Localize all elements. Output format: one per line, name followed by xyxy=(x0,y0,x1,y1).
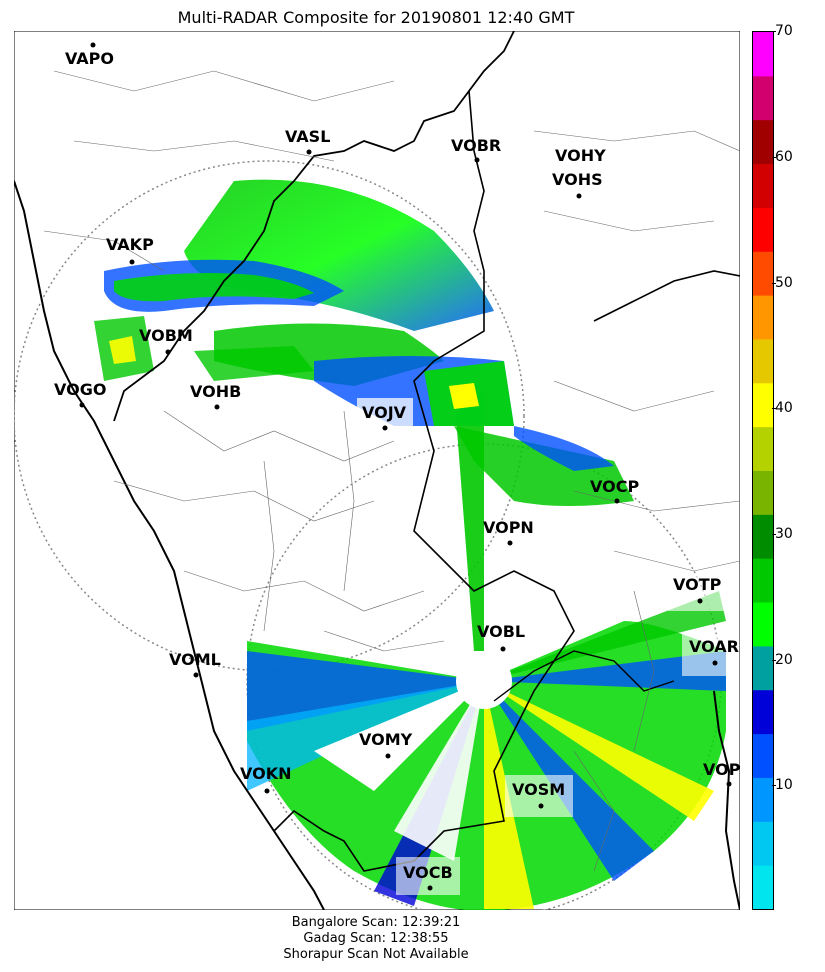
station-dot-VOHS xyxy=(576,193,582,199)
station-dot-VOSM xyxy=(538,803,544,809)
station-label-VOHY: VOHY xyxy=(555,146,606,165)
colorbar-tick: 50 xyxy=(772,275,793,291)
station-label-VASL: VASL xyxy=(285,127,330,146)
station-label-VOPC: VOPC xyxy=(703,760,740,779)
colorbar-swatch xyxy=(753,251,773,296)
station-dot-VOBL xyxy=(500,646,506,652)
bangalore-scan-time: Bangalore Scan: 12:39:21 xyxy=(291,915,461,930)
colorbar-swatch xyxy=(753,32,773,77)
station-highlight-VOAR xyxy=(682,634,732,676)
station-dot-VOTP xyxy=(697,598,703,604)
station-label-VOGO: VOGO xyxy=(54,380,106,399)
coastline xyxy=(14,180,325,910)
state-boundary-north xyxy=(113,31,515,422)
colorbar-swatch xyxy=(753,470,773,515)
map-title: Multi-RADAR Composite for 20190801 12:40… xyxy=(177,8,575,27)
station-dot-VOBM xyxy=(165,349,171,355)
colorbar-swatch xyxy=(753,426,773,471)
station-label-VOJV: VOJV xyxy=(362,403,407,422)
colorbar-swatch xyxy=(753,733,773,778)
station-highlight-VOTP xyxy=(668,573,726,611)
station-dot-VOCB xyxy=(427,885,433,891)
station-dot-VOGO xyxy=(79,402,85,408)
state-boundary-karnataka xyxy=(273,90,575,872)
station-label-VOHS: VOHS xyxy=(552,170,603,189)
station-dot-VOMY xyxy=(385,753,391,759)
station-dot-VAKP xyxy=(129,259,135,265)
station-label-VAPO: VAPO xyxy=(65,49,114,68)
colorbar-swatch xyxy=(753,777,773,822)
station-label-VOCB: VOCB xyxy=(403,863,453,882)
colorbar-swatch xyxy=(753,514,773,559)
shorapur-scan-status: Shorapur Scan Not Available xyxy=(283,947,469,962)
station-dot-VASL xyxy=(306,149,312,155)
scan-info: Bangalore Scan: 12:39:21 Gadag Scan: 12:… xyxy=(0,915,752,963)
district-boundaries xyxy=(43,70,740,872)
station-label-VOBL: VOBL xyxy=(477,622,525,641)
colorbar-swatch xyxy=(753,295,773,340)
station-dot-VOCP xyxy=(614,498,620,504)
colorbar-swatch xyxy=(753,75,773,121)
station-dot-VOKN xyxy=(264,788,270,794)
station-label-VOKN: VOKN xyxy=(240,764,292,783)
station-label-VOBM: VOBM xyxy=(139,326,193,345)
station-dot-VOPC xyxy=(726,781,732,787)
colorbar-tick: 30 xyxy=(772,526,793,542)
station-label-VOCP: VOCP xyxy=(590,477,639,496)
station-dot-VAPO xyxy=(90,42,96,48)
station-markers: VAPO VASL VOBR VOHY VOHS VAKP VOBM VOGO … xyxy=(54,42,740,895)
station-dot-VOAR xyxy=(712,660,718,666)
station-label-VAKP: VAKP xyxy=(106,235,154,254)
gadag-scan-time: Gadag Scan: 12:38:55 xyxy=(303,931,449,946)
colorbar-tick: 20 xyxy=(772,652,793,668)
station-dot-VOHB xyxy=(214,404,220,410)
station-label-VOML: VOML xyxy=(169,650,221,669)
colorbar-tick: 40 xyxy=(772,400,793,416)
station-dot-VOML xyxy=(193,672,199,678)
colorbar-swatch xyxy=(753,207,773,252)
colorbar-swatch xyxy=(753,163,773,208)
colorbar-swatch xyxy=(753,645,773,691)
colorbar-swatch xyxy=(753,119,773,165)
colorbar-swatch xyxy=(753,821,773,866)
reflectivity-colorbar xyxy=(752,31,774,910)
station-dot-VOJV xyxy=(382,425,388,431)
station-dot-VOBR xyxy=(474,157,480,163)
colorbar-swatch xyxy=(753,558,773,603)
station-label-VOMY: VOMY xyxy=(359,730,413,749)
station-highlight-VOJV xyxy=(357,398,413,428)
station-label-VOBR: VOBR xyxy=(451,136,501,155)
station-label-VOSM: VOSM xyxy=(512,780,565,799)
colorbar-tick: 10 xyxy=(772,777,793,793)
station-dot-VOPN xyxy=(507,540,513,546)
station-label-VOTP: VOTP xyxy=(673,575,722,594)
station-label-VOPN: VOPN xyxy=(483,518,534,537)
colorbar-tick: 70 xyxy=(772,23,793,39)
station-highlight-VOSM xyxy=(505,775,573,817)
colorbar-tick: 60 xyxy=(772,149,793,165)
station-label-VOAR: VOAR xyxy=(689,637,739,656)
colorbar-swatch xyxy=(753,602,773,647)
station-label-VOHB: VOHB xyxy=(190,382,241,401)
colorbar-swatch xyxy=(753,689,773,735)
colorbar-swatch xyxy=(753,338,773,384)
colorbar-swatch xyxy=(753,865,773,910)
colorbar-swatch xyxy=(753,382,773,428)
radar-map[interactable]: VAPO VASL VOBR VOHY VOHS VAKP VOBM VOGO … xyxy=(14,31,740,910)
